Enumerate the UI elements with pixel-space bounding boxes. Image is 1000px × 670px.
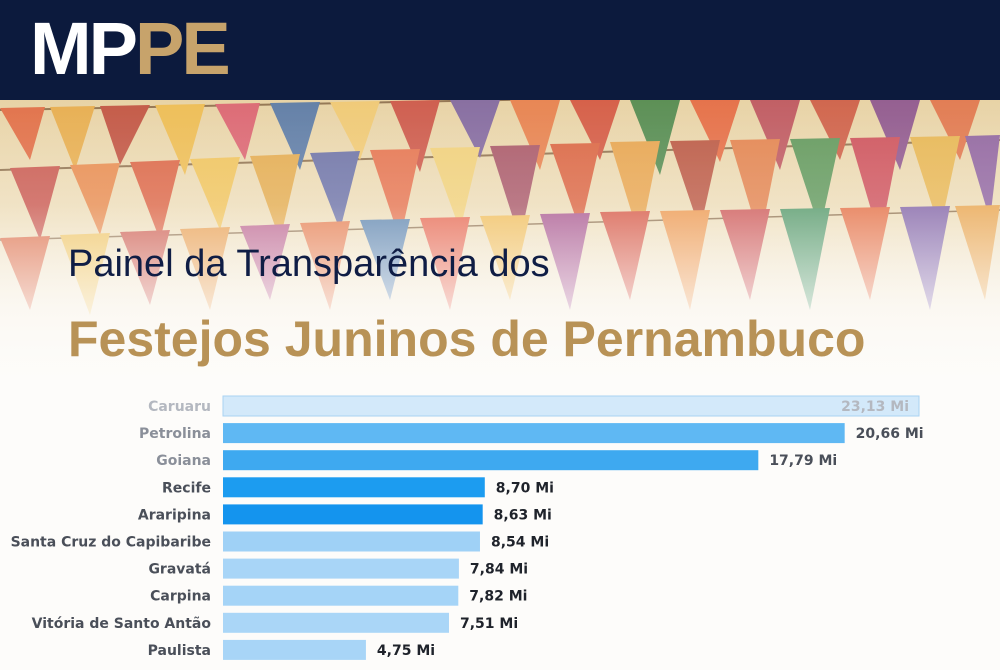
banner-fade-overlay: [0, 100, 1000, 400]
value-label: 8,54 Mi: [491, 535, 549, 551]
category-label: Carpina: [150, 589, 211, 605]
category-label: Paulista: [148, 643, 211, 659]
value-label: 7,51 Mi: [460, 616, 518, 632]
value-label: 7,84 Mi: [470, 562, 528, 578]
category-label: Vitória de Santo Antão: [32, 616, 212, 632]
logo-pe: PE: [135, 7, 231, 90]
bar-caruaru[interactable]: [222, 395, 920, 417]
category-label: Caruaru: [148, 399, 211, 415]
header-bar: MPPE: [0, 0, 1000, 100]
bar-recife[interactable]: [223, 477, 485, 498]
bar-gravat-[interactable]: [223, 558, 459, 579]
category-label: Araripina: [138, 507, 211, 523]
bar-araripina[interactable]: [223, 504, 483, 525]
banner-subtitle: Painel da Transparência dos: [68, 243, 550, 285]
banner-title: Festejos Juninos de Pernambuco: [68, 311, 866, 367]
category-label: Gravatá: [148, 562, 211, 578]
category-label: Goiana: [156, 453, 211, 469]
category-label: Petrolina: [139, 426, 211, 442]
value-label: 20,66 Mi: [856, 426, 924, 442]
bar-santa-cruz-do-capibaribe[interactable]: [223, 531, 480, 552]
mppe-logo: MPPE: [30, 12, 231, 86]
value-label: 17,79 Mi: [769, 453, 837, 469]
category-label: Recife: [162, 480, 211, 496]
bar-vit-ria-de-santo-ant-o[interactable]: [223, 612, 449, 633]
value-label: 7,82 Mi: [469, 589, 527, 605]
bar-petrolina[interactable]: [223, 423, 845, 444]
value-label: 23,13 Mi: [841, 399, 909, 415]
value-label: 4,75 Mi: [377, 643, 435, 659]
logo-mp: MP: [30, 7, 138, 90]
bar-goiana[interactable]: [223, 450, 759, 471]
bar-carpina[interactable]: [223, 585, 459, 606]
bar-paulista[interactable]: [223, 639, 366, 660]
category-label: Santa Cruz do Capibaribe: [11, 535, 211, 551]
value-label: 8,63 Mi: [494, 507, 552, 523]
value-label: 8,70 Mi: [496, 480, 554, 496]
bar-chart: Caruaru 23,13 Mi Petrolina 20,66 Mi Goiana 17…: [11, 395, 924, 660]
